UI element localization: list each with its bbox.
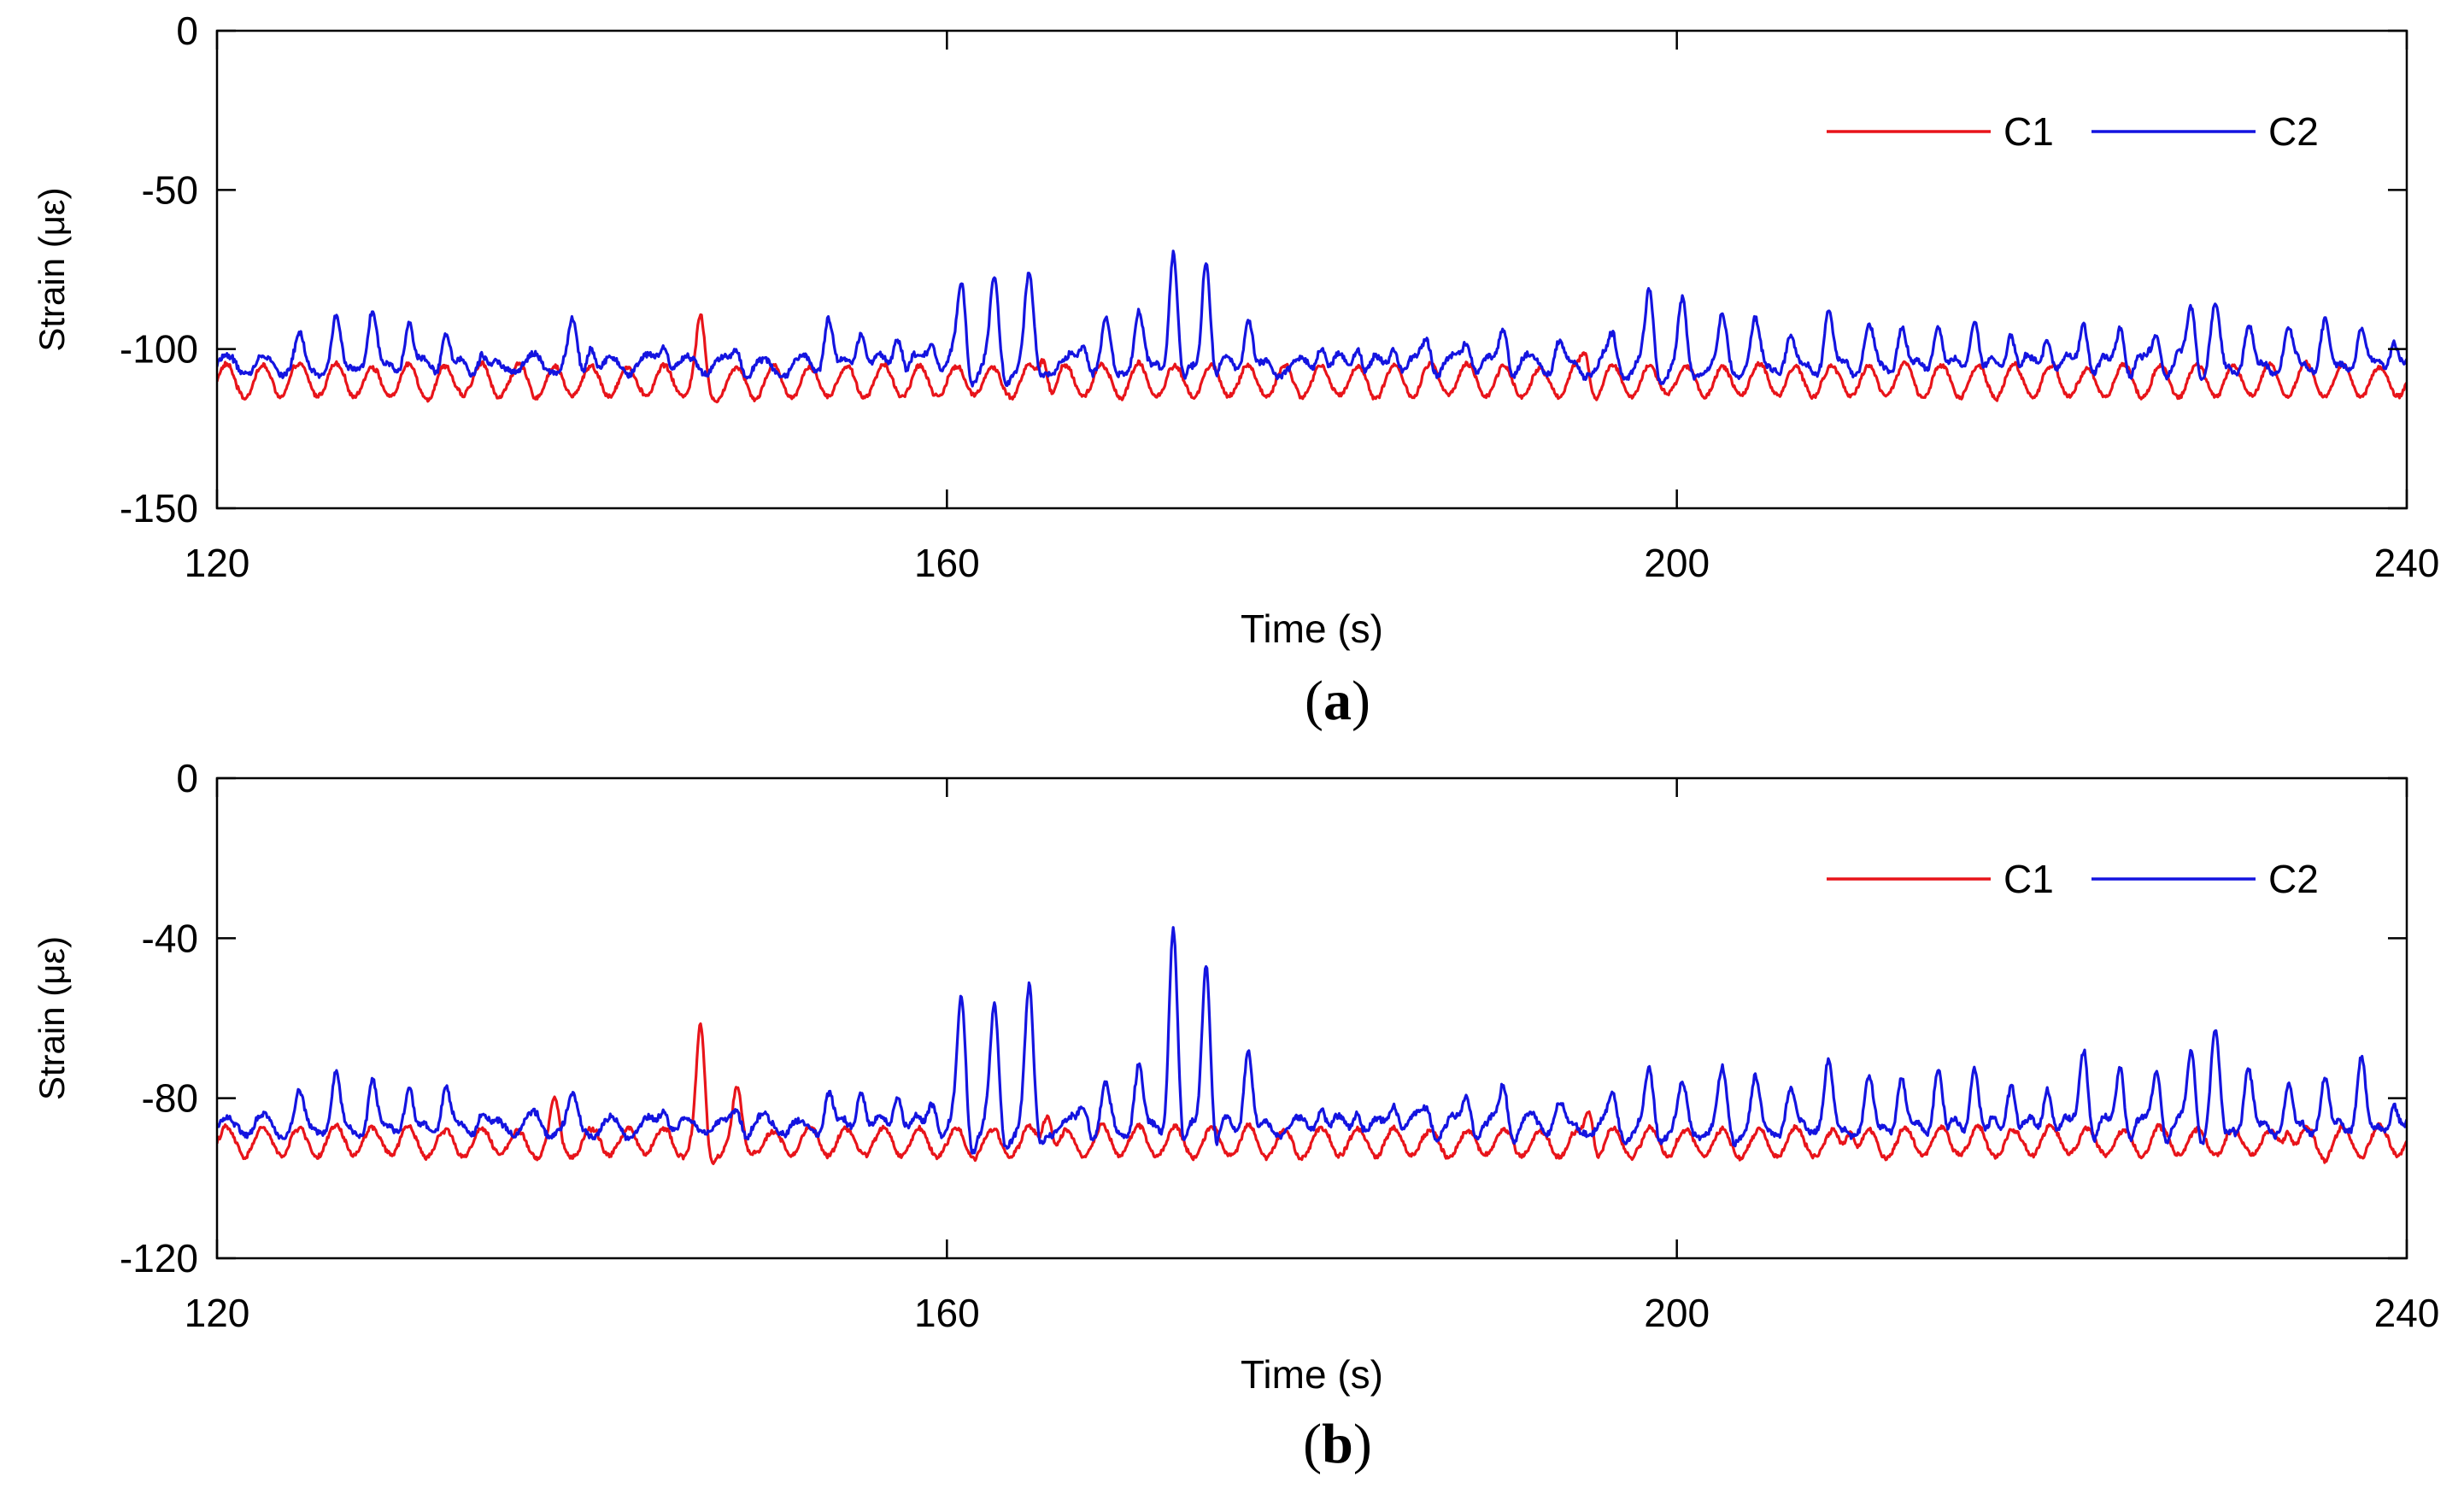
panel-label: (b) <box>1303 1413 1372 1475</box>
x-tick-label: 120 <box>185 1291 250 1335</box>
y-tick-label: -150 <box>120 486 198 530</box>
x-tick-label: 240 <box>2374 1291 2440 1335</box>
y-tick-label: -120 <box>120 1236 198 1280</box>
x-tick-label: 160 <box>914 541 980 585</box>
series-line-c2 <box>217 926 2407 1155</box>
legend-label-c2: C2 <box>2268 857 2319 901</box>
series-line-c1 <box>217 1022 2407 1165</box>
legend-label-c2: C2 <box>2268 109 2319 154</box>
x-tick-label: 160 <box>914 1291 980 1335</box>
panel-label: (a) <box>1305 670 1370 732</box>
legend: C1 C2 <box>1827 857 2319 901</box>
plot-frame <box>215 776 2408 1260</box>
y-axis-label: Strain (με) <box>32 936 72 1100</box>
x-tick-label: 200 <box>1644 1291 1710 1335</box>
y-tick-label: -40 <box>142 916 198 960</box>
y-tick-label: -80 <box>142 1076 198 1121</box>
x-tick-label: 200 <box>1644 541 1710 585</box>
x-tick-label: 240 <box>2374 541 2440 585</box>
legend: C1 C2 <box>1827 109 2319 154</box>
series-line-c1 <box>217 313 2407 404</box>
legend-label-c1: C1 <box>2003 857 2054 901</box>
x-tick-label: 120 <box>185 541 250 585</box>
series-line-c2 <box>217 249 2407 388</box>
panel-letter: a <box>1323 670 1352 732</box>
y-axis-label: Strain (με) <box>32 187 72 351</box>
chart-panel-b: 120 160 200 240 0 -40 -80 -120 Time (s) Strain (μ… <box>32 756 2439 1475</box>
y-tick-label: 0 <box>176 756 198 800</box>
legend-label-c1: C1 <box>2003 109 2054 154</box>
x-axis-label: Time (s) <box>1241 606 1383 651</box>
y-tick-label: -100 <box>120 327 198 372</box>
y-tick-label: -50 <box>142 167 198 212</box>
chart-panel-a: 120 160 200 240 0 -50 -100 -150 Time (s) Strain (… <box>32 9 2439 732</box>
plot-frame <box>215 29 2408 510</box>
y-tick-label: 0 <box>176 9 198 53</box>
x-axis-label: Time (s) <box>1241 1352 1383 1397</box>
panel-letter: b <box>1322 1413 1353 1475</box>
